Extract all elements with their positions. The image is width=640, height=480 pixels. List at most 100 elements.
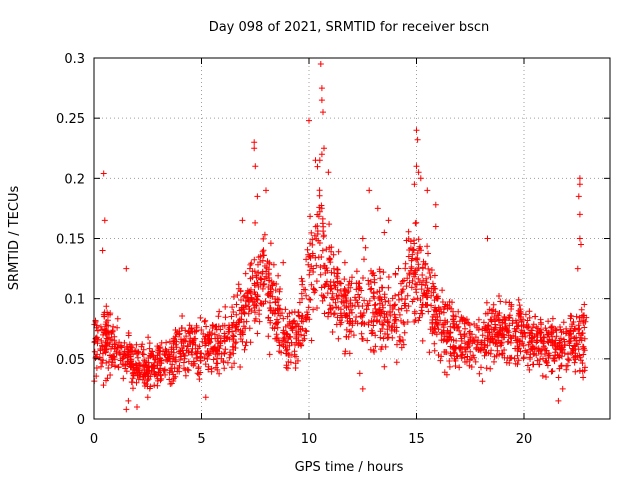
data-point — [105, 365, 112, 371]
data-point — [204, 356, 211, 362]
data-point — [330, 311, 337, 318]
data-point — [557, 363, 564, 370]
data-point — [234, 292, 241, 299]
data-point — [306, 253, 313, 260]
data-point — [438, 353, 445, 360]
data-point — [135, 348, 141, 355]
data-point — [391, 317, 398, 324]
data-point — [316, 208, 323, 215]
data-point — [166, 376, 173, 383]
data-point — [255, 283, 262, 290]
data-point — [483, 349, 490, 356]
data-point — [382, 343, 389, 350]
data-point — [140, 363, 146, 370]
data-point — [466, 330, 473, 337]
data-point — [277, 306, 284, 313]
data-point — [216, 308, 223, 315]
data-point — [104, 317, 111, 324]
data-point — [567, 338, 574, 344]
data-point — [379, 325, 386, 332]
data-point — [376, 266, 383, 273]
data-point — [576, 175, 583, 182]
data-point — [405, 303, 412, 310]
data-point — [440, 324, 447, 331]
data-point — [222, 346, 229, 353]
data-point — [497, 342, 504, 349]
data-point — [217, 326, 224, 333]
data-point — [98, 363, 104, 370]
data-point — [578, 357, 584, 364]
data-point — [308, 281, 315, 288]
data-point — [513, 325, 520, 332]
data-point — [316, 204, 323, 211]
data-point — [218, 350, 225, 357]
data-point — [301, 335, 308, 342]
data-point — [229, 343, 236, 350]
data-point — [429, 330, 436, 337]
data-point — [392, 270, 399, 277]
data-point — [179, 313, 186, 319]
data-point — [153, 372, 160, 379]
data-point — [496, 293, 502, 299]
y-tick-label: 0.1 — [64, 293, 85, 308]
data-point — [134, 404, 140, 410]
data-point — [328, 294, 335, 301]
data-point — [178, 325, 185, 332]
data-point — [325, 169, 332, 176]
data-point — [433, 294, 440, 301]
data-point — [266, 277, 273, 284]
data-point — [456, 327, 463, 334]
data-point — [216, 370, 223, 377]
data-point — [548, 324, 554, 331]
data-point — [289, 327, 296, 334]
data-point — [534, 332, 541, 339]
data-point — [205, 363, 212, 370]
data-point — [581, 347, 588, 354]
data-point — [432, 223, 439, 230]
data-point — [202, 342, 209, 349]
data-point — [275, 296, 282, 303]
data-point — [544, 362, 551, 369]
data-point — [528, 335, 535, 342]
data-point — [559, 385, 566, 392]
data-point — [377, 334, 384, 341]
data-point — [365, 277, 372, 284]
data-point — [430, 289, 437, 296]
data-point — [320, 228, 327, 235]
data-point — [432, 308, 439, 314]
data-point — [317, 61, 324, 67]
data-point — [130, 351, 137, 358]
data-point — [130, 385, 136, 392]
data-point — [255, 261, 261, 268]
data-point — [274, 324, 281, 331]
data-point — [537, 316, 544, 323]
data-point — [291, 351, 298, 358]
data-point — [111, 345, 118, 352]
data-point — [105, 322, 112, 329]
data-point — [455, 308, 462, 315]
data-point — [541, 334, 548, 341]
data-point — [536, 361, 543, 368]
data-point — [294, 357, 301, 364]
data-point — [431, 272, 438, 279]
data-point — [419, 310, 426, 317]
data-point — [370, 269, 377, 276]
data-point — [284, 365, 291, 372]
data-point — [307, 296, 314, 303]
data-point — [115, 364, 122, 370]
data-point — [418, 247, 424, 254]
data-point — [395, 265, 402, 272]
data-point — [162, 371, 169, 378]
data-point — [394, 341, 400, 348]
data-point — [107, 372, 114, 378]
data-point — [304, 309, 310, 316]
data-point — [446, 298, 453, 305]
data-point — [147, 373, 154, 380]
data-point — [496, 351, 503, 358]
data-point — [564, 356, 571, 363]
data-point — [356, 370, 363, 377]
data-point — [479, 332, 486, 339]
data-point — [576, 211, 583, 218]
data-point — [583, 314, 590, 321]
data-point — [329, 290, 336, 297]
